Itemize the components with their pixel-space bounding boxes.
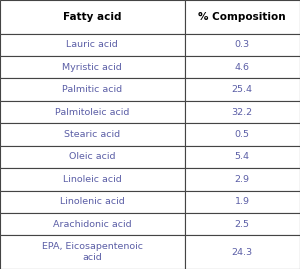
Text: Linolenic acid: Linolenic acid (60, 197, 124, 206)
Bar (0, 56, 184, 79)
Text: Linoleic acid: Linoleic acid (63, 175, 122, 184)
Text: EPA, Eicosapentenoic
acid: EPA, Eicosapentenoic acid (42, 242, 143, 262)
Bar (184, 0, 300, 34)
Bar (0, 79, 184, 101)
Text: 25.4: 25.4 (232, 85, 253, 94)
Bar (184, 79, 300, 101)
Text: Lauric acid: Lauric acid (66, 40, 118, 49)
Text: 4.6: 4.6 (235, 63, 250, 72)
Text: 5.4: 5.4 (235, 153, 250, 161)
Bar (0, 123, 184, 146)
Text: 0.3: 0.3 (235, 40, 250, 49)
Bar (0, 34, 184, 56)
Bar (184, 56, 300, 79)
Text: 0.5: 0.5 (235, 130, 250, 139)
Text: Oleic acid: Oleic acid (69, 153, 116, 161)
Text: Palmitic acid: Palmitic acid (62, 85, 122, 94)
Text: 32.2: 32.2 (232, 108, 253, 116)
Bar (0, 101, 184, 123)
Bar (0, 190, 184, 213)
Bar (184, 213, 300, 235)
Bar (184, 235, 300, 269)
Bar (184, 168, 300, 190)
Bar (184, 123, 300, 146)
Bar (184, 146, 300, 168)
Text: Palmitoleic acid: Palmitoleic acid (55, 108, 129, 116)
Text: 24.3: 24.3 (232, 248, 253, 257)
Text: Fatty acid: Fatty acid (63, 12, 122, 22)
Text: 2.5: 2.5 (235, 220, 250, 229)
Bar (0, 235, 184, 269)
Bar (0, 0, 184, 34)
Text: Myristic acid: Myristic acid (62, 63, 122, 72)
Bar (0, 168, 184, 190)
Bar (184, 190, 300, 213)
Bar (184, 34, 300, 56)
Text: Stearic acid: Stearic acid (64, 130, 120, 139)
Text: Arachidonic acid: Arachidonic acid (53, 220, 132, 229)
Bar (0, 213, 184, 235)
Text: % Composition: % Composition (198, 12, 286, 22)
Bar (184, 101, 300, 123)
Text: 2.9: 2.9 (235, 175, 250, 184)
Bar (0, 146, 184, 168)
Text: 1.9: 1.9 (235, 197, 250, 206)
